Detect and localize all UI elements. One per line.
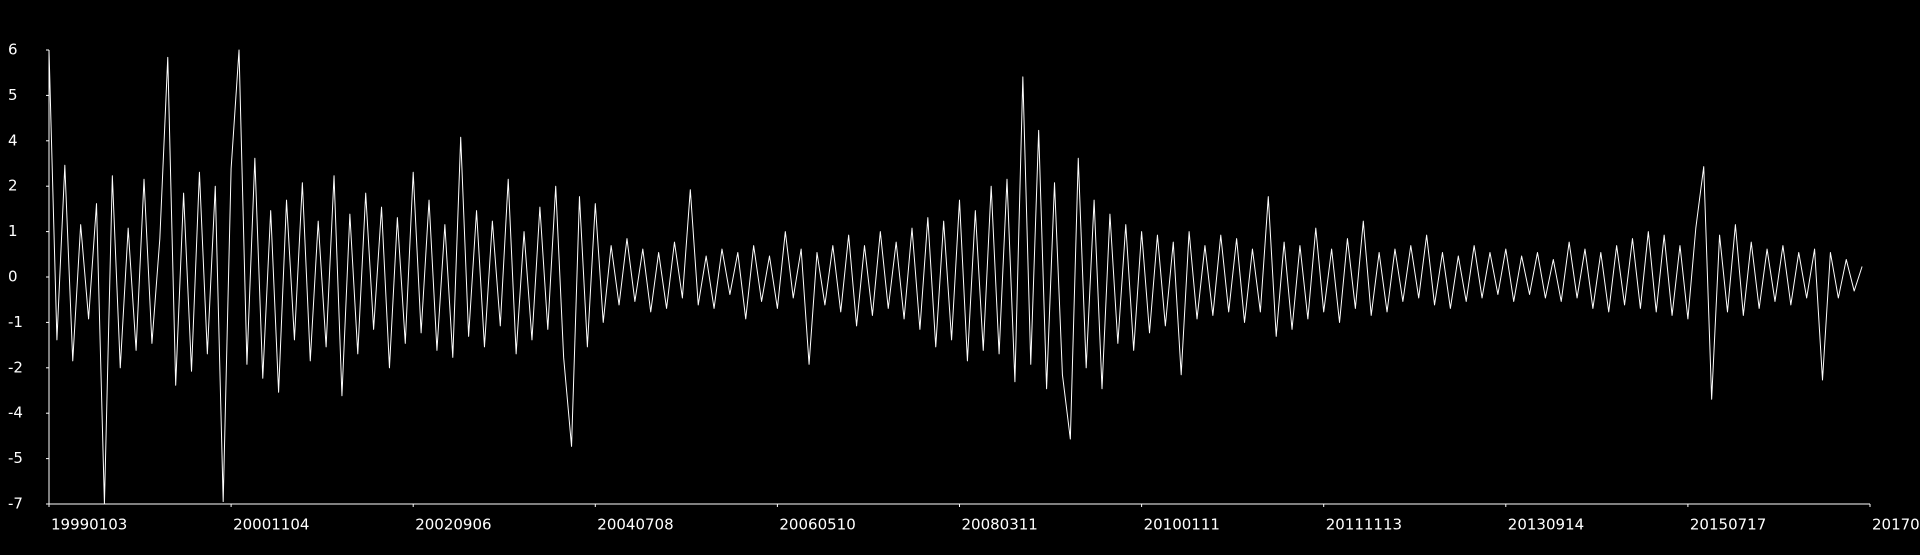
y-tick-label: -2	[8, 358, 23, 376]
x-tick-label: 20130914	[1508, 516, 1584, 534]
x-tick-label: 20060510	[779, 516, 855, 534]
x-tick-label: 20150717	[1690, 516, 1766, 534]
y-tick-label: -7	[8, 495, 23, 513]
x-tick-label: 20111113	[1326, 516, 1402, 534]
series-line	[48, 49, 1863, 505]
x-tick-label: 201705	[1872, 516, 1920, 534]
x-tick-label: 20100111	[1144, 516, 1220, 534]
x-tick-label: 20040708	[597, 516, 673, 534]
y-tick-label: 1	[8, 222, 18, 240]
y-tick-label: 2	[8, 177, 18, 195]
x-tick-label: 20080311	[962, 516, 1038, 534]
y-tick-label: 4	[8, 131, 18, 149]
y-tick-label: 0	[8, 268, 18, 286]
y-tick-label: 6	[8, 41, 18, 59]
x-tick-label: 19990103	[51, 516, 127, 534]
y-tick-label: -1	[8, 313, 23, 331]
y-tick-label: -4	[8, 404, 23, 422]
x-tick-label: 20001104	[233, 516, 309, 534]
x-tick-label: 20020906	[415, 516, 491, 534]
y-tick-label: -5	[8, 449, 23, 467]
y-tick-label: 5	[8, 86, 18, 104]
